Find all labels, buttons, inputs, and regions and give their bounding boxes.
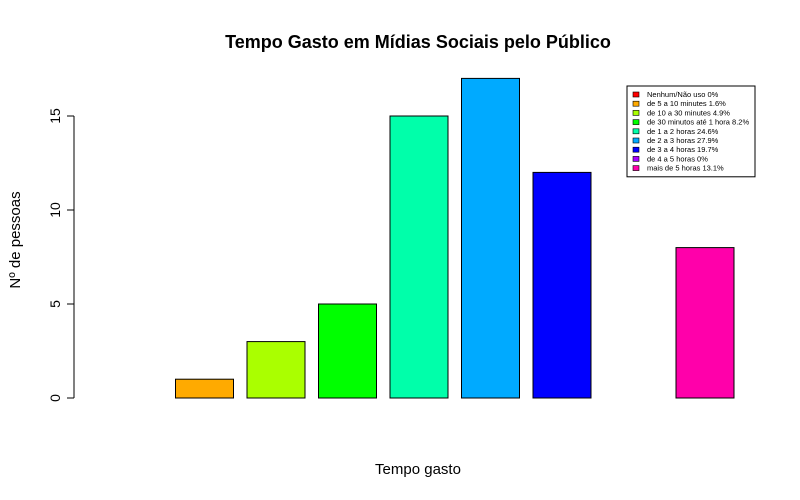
legend-swatch <box>632 146 640 153</box>
legend-label: Nenhum/Não uso 0% <box>647 90 719 99</box>
legend-swatch <box>632 110 640 116</box>
y-tick-label: 0 <box>47 394 63 402</box>
legend-swatch <box>632 128 640 135</box>
bar <box>461 77 520 399</box>
bar <box>532 171 592 399</box>
legend-swatch <box>632 137 640 144</box>
legend-label: de 1 a 2 horas 24.6% <box>647 127 719 136</box>
y-tick-label: 10 <box>47 202 63 218</box>
legend-label: de 4 a 5 horas 0% <box>647 154 708 163</box>
legend-label: de 3 a 4 horas 19.7% <box>647 145 719 154</box>
y-axis-label: Nº de pessoas <box>7 191 24 288</box>
bar <box>389 115 449 399</box>
bar <box>318 303 377 399</box>
y-tick-label: 15 <box>47 108 63 124</box>
chart-title: Tempo Gasto em Mídias Sociais pelo Públi… <box>225 32 611 52</box>
y-tick-label: 5 <box>47 300 63 308</box>
legend-label: mais de 5 horas 13.1% <box>647 164 724 173</box>
bar <box>675 247 735 399</box>
legend-label: de 5 a 10 minutes 1.6% <box>647 99 726 108</box>
bar <box>246 341 306 399</box>
legend-label: de 30 minutos até 1 hora 8.2% <box>647 118 749 127</box>
legend: Nenhum/Não uso 0%de 5 a 10 minutes 1.6%d… <box>626 85 756 178</box>
legend-swatch <box>632 156 640 162</box>
legend-label: de 10 a 30 minutes 4.9% <box>647 108 730 117</box>
legend-label: de 2 a 3 horas 27.9% <box>647 136 719 145</box>
legend-swatch <box>632 165 640 171</box>
y-axis: 0 5 10 15 <box>47 108 75 402</box>
bars-group <box>175 77 735 399</box>
x-axis-label: Tempo gasto <box>375 461 461 478</box>
bar <box>175 378 234 399</box>
legend-box <box>626 85 756 178</box>
legend-swatch <box>632 91 640 98</box>
legend-swatch <box>632 119 640 125</box>
legend-swatch <box>632 100 640 107</box>
